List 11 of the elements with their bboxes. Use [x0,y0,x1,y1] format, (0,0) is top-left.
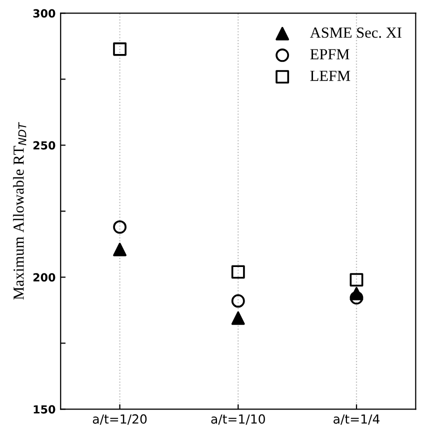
legend-label: EPFM [310,49,350,60]
legend-label: ASME Sec. XI [310,28,402,38]
y-tick-label: 250 [33,141,56,150]
y-axis-title: Maximum Allowable RT$_{NDT}$ [13,122,26,300]
y-tick-label: 200 [33,273,56,282]
x-tick-label: a/t=1/4 [334,414,380,425]
x-tick-label: a/t=1/20 [92,414,147,425]
x-tick-label: a/t=1/10 [211,414,265,425]
y-tick-label: 150 [34,405,56,414]
legend-label: LEFM [310,70,350,81]
y-tick-label: 300 [33,9,56,18]
